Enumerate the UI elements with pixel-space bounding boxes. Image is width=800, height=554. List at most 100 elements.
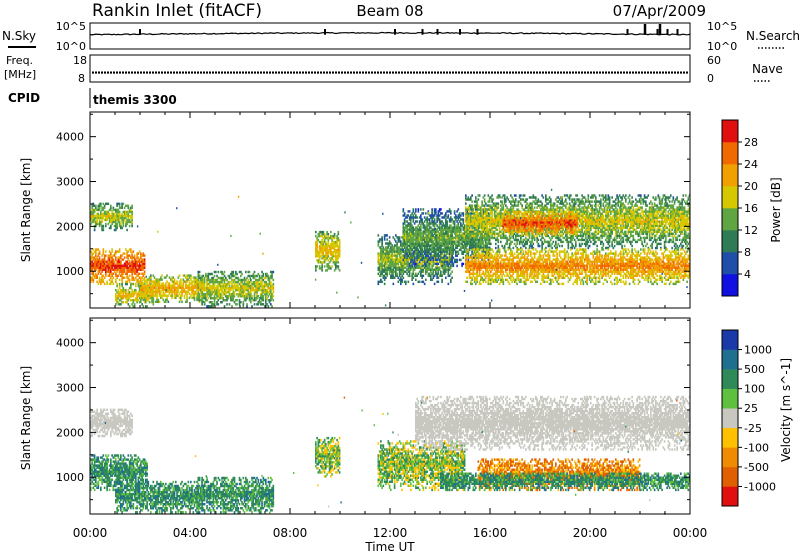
echo-cell: [401, 250, 403, 253]
echo-cell: [131, 282, 133, 286]
echo-cell: [141, 288, 143, 291]
echo-cell: [272, 270, 275, 274]
echo-cell: [165, 282, 167, 285]
echo-cell: [90, 256, 92, 259]
echo-cell: [460, 214, 462, 217]
echo-cell: [161, 284, 163, 287]
echo-cell: [125, 212, 127, 216]
echo-cell: [245, 284, 247, 288]
echo-cell: [268, 282, 271, 286]
echo-cell: [211, 303, 213, 306]
echo-cell: [338, 240, 341, 244]
echo-cell: [403, 252, 406, 255]
echo-cell: [113, 264, 116, 267]
echo-cell: [108, 282, 111, 286]
echo-cell: [245, 270, 247, 274]
echo-cell: [217, 270, 220, 274]
echo-cell: [408, 270, 411, 273]
echo-cell: [320, 240, 322, 244]
echo-cell: [197, 278, 200, 282]
echo-cell: [391, 262, 393, 265]
echo-cell: [228, 291, 231, 294]
echo-cell: [386, 238, 388, 241]
echo-cell: [110, 270, 112, 273]
echo-cell: [337, 232, 340, 236]
echo-cell: [395, 260, 397, 263]
echo-cell: [257, 295, 260, 298]
echo-cell: [97, 248, 100, 251]
echo-cell: [123, 206, 126, 210]
echo-cell: [272, 284, 275, 288]
echo-cell: [392, 266, 395, 269]
echo-cell: [191, 290, 193, 293]
echo-cell: [258, 278, 261, 282]
echo-cell: [126, 254, 128, 257]
echo-cell: [257, 284, 260, 288]
echo-cell: [111, 256, 113, 259]
echo-cell: [451, 258, 453, 262]
echo-cell: [202, 284, 205, 288]
echo-cell: [426, 264, 428, 267]
echo-cell: [393, 260, 396, 263]
echo-cell: [430, 274, 432, 278]
echo-cell: [110, 216, 112, 220]
echo-cell: [101, 268, 103, 271]
echo-cell: [96, 280, 98, 284]
echo-cell: [130, 264, 132, 267]
echo-cell: [131, 270, 133, 273]
echo-cell: [90, 276, 92, 280]
echo-cell: [223, 278, 226, 282]
echo-cell: [112, 214, 115, 218]
echo-cell: [446, 256, 448, 260]
echo-cell: [256, 303, 258, 306]
echo-cell: [150, 282, 152, 286]
echo-cell: [441, 264, 443, 268]
echo-cell: [390, 262, 392, 265]
echo-cell: [248, 299, 251, 302]
echo-cell: [146, 292, 148, 295]
echo-cell: [407, 268, 410, 271]
echo-cell: [251, 295, 253, 298]
echo-cell: [198, 299, 201, 302]
echo-cell: [333, 232, 336, 236]
echo-cell: [428, 262, 431, 266]
echo-cell: [322, 247, 325, 250]
echo-cell: [420, 272, 422, 276]
echo-cell: [137, 272, 140, 276]
echo-cell: [421, 246, 423, 249]
echo-cell: [103, 268, 106, 271]
echo-cell: [152, 288, 155, 291]
echo-cell: [140, 268, 142, 271]
echo-cell: [153, 276, 156, 279]
echo-cell: [212, 276, 215, 280]
echo-cell: [317, 234, 320, 238]
echo-cell: [115, 256, 117, 259]
echo-cell: [210, 297, 212, 300]
echo-cell: [116, 264, 118, 267]
echo-cell: [203, 276, 206, 280]
echo-cell: [271, 286, 273, 290]
echo-cell: [386, 246, 388, 249]
echo-cell: [403, 258, 406, 261]
echo-cell: [207, 274, 210, 278]
echo-cell: [153, 280, 156, 283]
echo-cell: [321, 269, 323, 272]
echo-cell: [191, 292, 193, 295]
echo-cell: [103, 212, 106, 216]
echo-cell: [142, 286, 145, 289]
echo-cell: [247, 293, 250, 296]
echo-cell: [390, 246, 392, 249]
echo-cell: [390, 274, 392, 278]
echo-cell: [130, 266, 132, 269]
echo-cell: [103, 260, 106, 263]
echo-cell: [141, 260, 143, 263]
echo-cell: [95, 258, 97, 261]
echo-cell: [197, 282, 200, 286]
echo-cell: [136, 297, 138, 300]
echo-cell: [197, 286, 200, 290]
echo-cell: [253, 295, 256, 298]
echo-cell: [222, 282, 225, 286]
echo-cell: [227, 295, 230, 298]
echo-cell: [330, 247, 332, 250]
echo-cell: [108, 270, 111, 273]
